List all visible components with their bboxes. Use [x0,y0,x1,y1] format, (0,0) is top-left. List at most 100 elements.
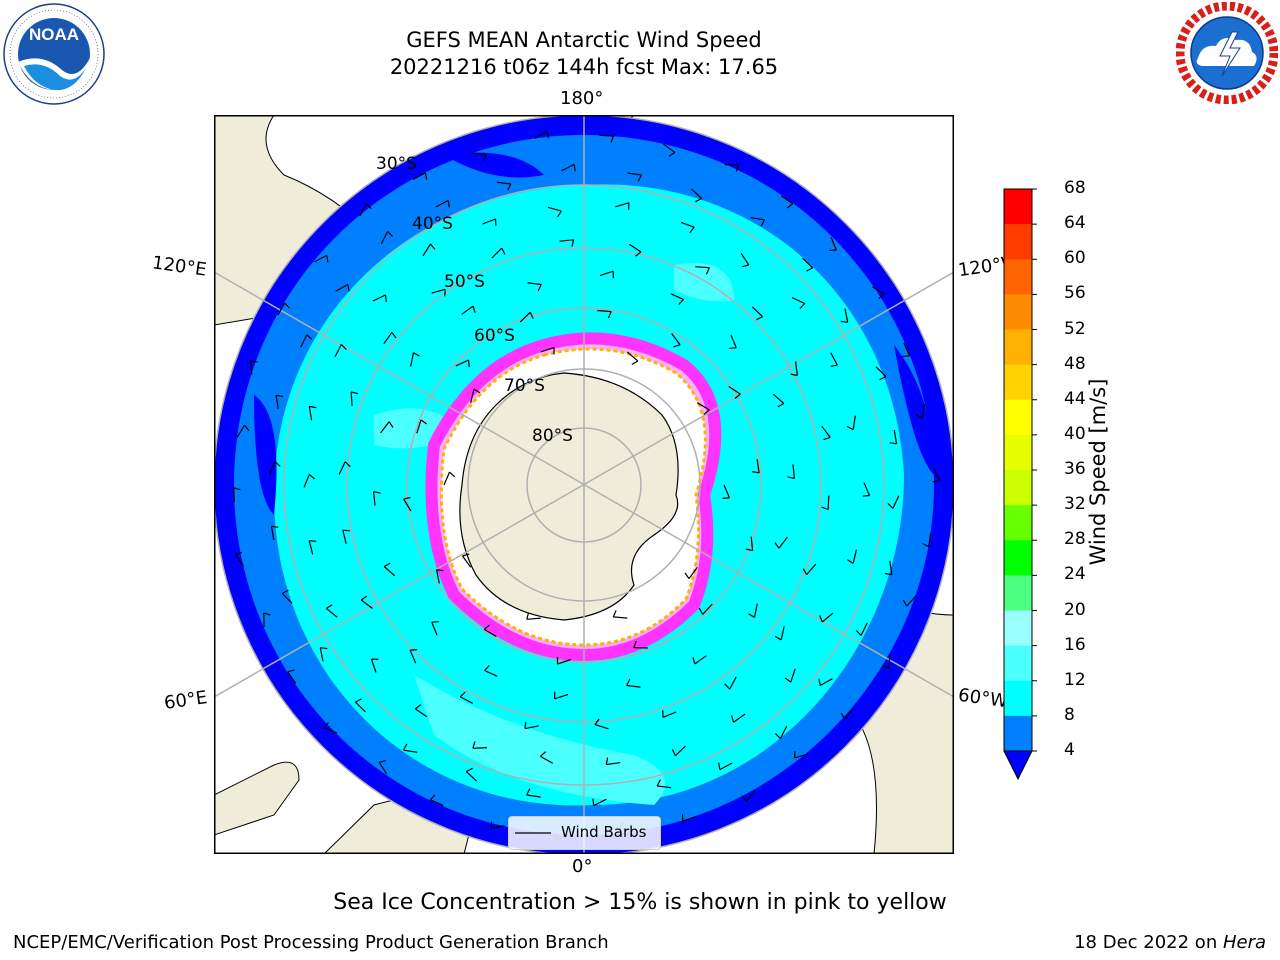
wind-barb-flag [466,767,473,773]
wind-barb [534,130,548,139]
wind-barb-flag [862,494,870,497]
wind-barb [236,424,245,438]
wind-barb-flag [802,568,808,575]
wind-barb-flag [424,172,428,180]
wind-barb [790,668,796,683]
wind-barb [750,217,765,221]
colorbar-segment [1004,294,1032,330]
wind-barb-flag [350,391,359,395]
wind-barb [627,172,642,176]
wind-barb [360,599,373,609]
wind-barb-flag [884,572,893,576]
wind-barb [875,366,887,378]
wind-barb [906,595,917,607]
colorbar-ticks: 4 8 12 16 20 24 28 32 36 40 44 48 52 56 60 64 68 [1060,178,1090,770]
wind-barb-flag [537,284,542,292]
colorbar-tick-label: 40 [1064,423,1086,444]
wind-barb [903,342,911,357]
wind-barb [830,352,838,366]
lon-label-120e: 120°E [150,252,208,281]
wind-barb-flag [326,255,329,263]
colorbar-tick-label: 60 [1064,248,1086,269]
wind-barb [680,221,695,228]
wind-barb [443,471,451,486]
wind-barb-flag [539,751,547,757]
wind-barb [459,696,473,704]
wind-barb-flag [678,299,684,306]
footer-right: 18 Dec 2022 on Hera [1074,932,1266,953]
wind-barb [465,771,478,782]
colorbar-tick-label: 32 [1064,494,1086,515]
wind-barb-flag [748,613,755,618]
wind-barb [455,359,469,367]
wind-barb-flag [342,529,350,532]
colorbar-tick-label: 8 [1064,704,1075,725]
wind-barb-flag [275,394,284,398]
wind-barb [933,467,941,482]
wind-barb [830,236,837,251]
colorbar-tick-label: 4 [1064,740,1075,760]
wind-barb [844,707,855,720]
wind-barb [491,247,503,259]
wind-barb-flag [830,364,838,367]
ocean-band-peak-1 [414,675,666,805]
wind-barb [806,563,817,575]
wind-barb [350,391,353,406]
colorbar-tick-label: 20 [1064,599,1086,620]
wind-barb-flag [735,164,740,172]
wind-barb-flag [775,733,781,740]
wind-barb [431,288,446,294]
wind-barb [728,385,741,395]
wind-barb-flag [774,635,782,641]
noaa-logo-text: NOAA [29,25,79,44]
wind-barb-flag [436,569,444,572]
wind-barb [745,790,756,802]
wind-barb-flag [594,718,600,725]
wind-barb [892,495,900,509]
wind-barb-flag [840,712,846,720]
nws-logo [1176,2,1278,104]
wind-barb [694,655,707,665]
colorbar-segment [1004,224,1032,260]
wind-barb [597,309,612,313]
wind-barb [778,536,788,549]
wind-barb-flag [631,360,639,366]
wind-barb [662,711,677,718]
wind-barb-flag [402,743,408,751]
wind-barb [334,344,342,358]
wind-barb-flag [915,414,923,419]
wind-barb-flag [819,615,823,623]
lat-label-60: 60°S [474,326,515,346]
polar-map: 30°S 40°S 50°S 60°S 70°S 80°S [214,115,954,854]
colorbar-tick-label: 24 [1064,564,1086,585]
wind-barb-flag [840,320,848,323]
wind-barb-flag [546,131,550,139]
wind-barb [670,293,684,301]
wind-barb [373,491,376,506]
wind-barb-flag [673,344,681,348]
colorbar-segment [1004,259,1032,295]
wind-barb [723,484,731,499]
wind-barb [378,761,388,775]
wind-barb [482,218,496,225]
wind-barb-flag [684,572,690,579]
wind-barb-flag [729,347,737,349]
wind-barb [303,474,310,488]
wind-barb-flag [752,471,760,474]
wind-barb-flag [309,405,317,409]
wind-barb [844,308,849,323]
wind-barb [435,199,449,208]
wind-barb [412,172,426,181]
wind-barb [233,487,235,502]
wind-barb-flag [284,302,290,309]
colorbar-tick-label: 68 [1064,178,1086,198]
noaa-logo: NOAA [3,3,105,105]
wind-barb [719,762,733,771]
wind-barb [615,202,630,208]
colorbar-segment [1004,329,1032,366]
lat-label-40: 40°S [412,214,453,234]
wind-barb [370,659,377,673]
wind-barb-flag [431,621,439,623]
wind-barb-flag [360,595,368,601]
colorbar-extend-arrow [1003,750,1033,781]
